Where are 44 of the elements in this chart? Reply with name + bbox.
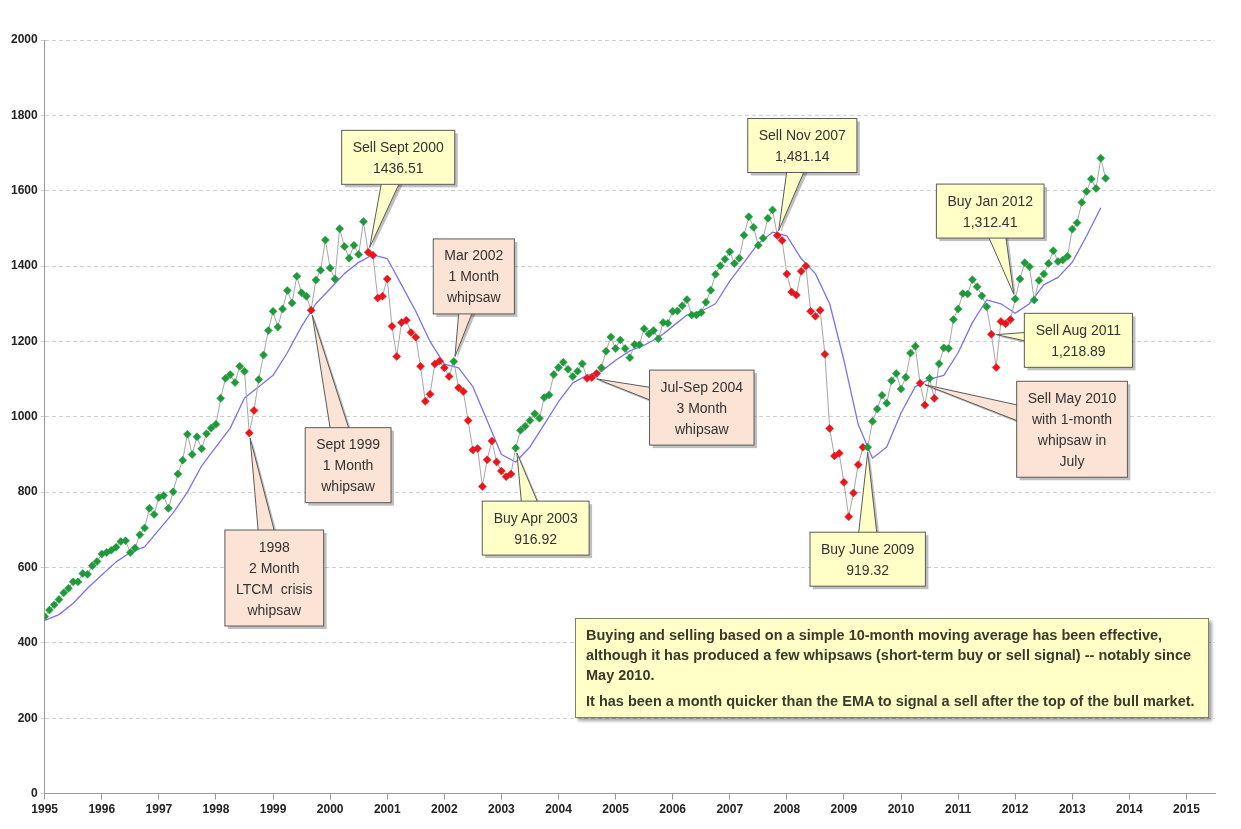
x-tick-label: 2010	[887, 802, 915, 817]
y-tick-label: 0	[31, 785, 39, 800]
annotation: Sell May 2010 with 1-month whipsaw in July	[1027, 389, 1117, 469]
annotation: Sell Sept 2000 1436.51	[352, 138, 444, 176]
x-tick-label: 2008	[773, 802, 801, 817]
y-tick-label: 1000	[10, 409, 39, 424]
x-tick-label: 2002	[430, 802, 458, 817]
y-tick-label: 400	[17, 635, 39, 650]
y-tick-label: 1200	[10, 333, 39, 348]
annotation: Sell Aug 2011 1,218.89	[1035, 321, 1122, 359]
y-tick-label: 1400	[10, 258, 39, 273]
x-tick-label: 1998	[202, 802, 230, 817]
y-tick-label: 800	[17, 484, 39, 499]
x-tick-label: 2015	[1173, 802, 1201, 817]
x-tick-label: 2009	[830, 802, 858, 817]
x-tick-label: 1999	[259, 802, 287, 817]
annotation: Buy Apr 2003 916.92	[493, 509, 578, 547]
y-tick-label: 200	[17, 710, 39, 725]
annotation: Buy Jan 2012 1,312.41	[947, 192, 1034, 230]
annotation: Mar 2002 1 Month whipsaw	[444, 247, 504, 306]
x-tick-label: 2012	[1001, 802, 1029, 817]
annotation: Buying and selling based on a simple 10-month moving average has been effective, although it has produced a few whipsaws (short-term buy or sell signal) -- notably since May 2010. It has been a month quicker than the EMA to signal a sell after the top of the bull market.	[586, 625, 1196, 711]
x-tick-label: 2013	[1058, 802, 1086, 817]
y-tick-label: 600	[17, 559, 39, 574]
x-tick-label: 2014	[1116, 802, 1144, 817]
annotation: Buy June 2009 919.32	[821, 540, 915, 578]
annotation: Jul-Sep 2004 3 Month whipsaw	[660, 378, 744, 437]
x-tick-label: 1997	[145, 802, 173, 817]
x-tick-label: 2006	[659, 802, 687, 817]
x-tick-label: 2011	[945, 802, 972, 817]
x-tick-label: 2001	[373, 802, 401, 817]
annotation: Sell Nov 2007 1,481.14	[758, 127, 847, 165]
annotation: Sept 1999 1 Month whipsaw	[316, 436, 381, 495]
x-tick-label: 2000	[316, 802, 344, 817]
x-tick-label: 1995	[31, 802, 59, 817]
x-tick-label: 1996	[88, 802, 116, 817]
x-tick-label: 2005	[602, 802, 630, 817]
x-tick-label: 2003	[488, 802, 516, 817]
y-tick-label: 2000	[10, 32, 39, 47]
annotation: 1998 2 Month LTCM crisis whipsaw	[235, 538, 313, 618]
y-tick-label: 1600	[10, 183, 39, 198]
y-tick-label: 1800	[10, 107, 39, 122]
x-tick-label: 2007	[716, 802, 744, 817]
x-tick-label: 2004	[545, 802, 573, 817]
